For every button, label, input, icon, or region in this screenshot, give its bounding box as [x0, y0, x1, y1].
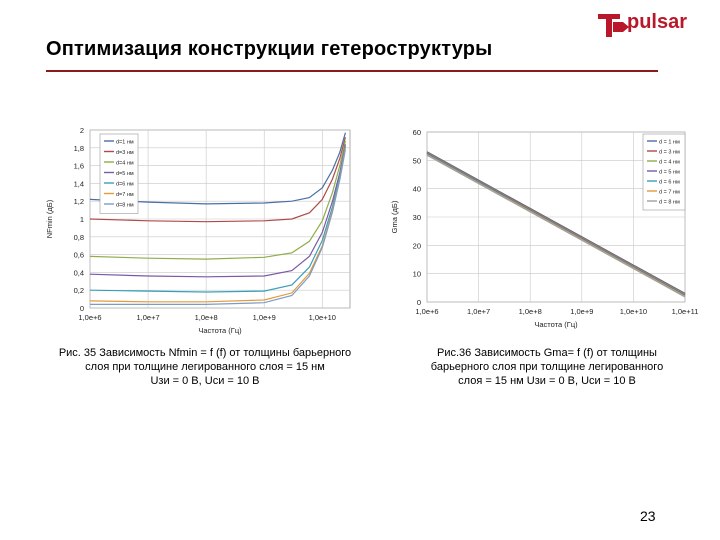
logo-mark: [598, 14, 620, 37]
legend-box: [99, 133, 139, 214]
logo-arrow: [613, 22, 629, 32]
legend-entry: d=7 нм: [116, 192, 134, 198]
series-line-4: [89, 144, 346, 278]
x-tick-label: 1,0e+10: [620, 307, 647, 316]
y-tick-label: 1,6: [74, 162, 84, 171]
y-axis-label: Gma (дБ): [390, 200, 399, 233]
x-tick-label: 1,0e+8: [195, 313, 218, 322]
caption-left-line1: Рис. 35 Зависимость Nfmin = f (f) от тол…: [58, 347, 352, 359]
series-line-3: [89, 140, 346, 260]
legend-entry: d=5 нм: [116, 171, 134, 177]
series-line-1: [89, 132, 346, 205]
pulsar-logo: [598, 14, 629, 37]
y-tick-label: 1: [80, 215, 84, 224]
legend-entry: d = 5 нм: [659, 170, 680, 176]
nfmin-chart: 0 0,2 0,4 0,6 0,8 1 1,2 1,4 1,6 1,8 2 1,0e+6 1,0e+7 1…: [45, 126, 351, 335]
y-tick-label: 10: [413, 270, 421, 279]
series-line-5: [89, 145, 346, 293]
legend-entry: d=3 нм: [116, 150, 134, 156]
y-tick-label: 0,8: [74, 233, 84, 242]
legend-entry: d = 1 нм: [659, 140, 680, 146]
y-tick-label: 2: [80, 126, 84, 135]
y-tick-label: 0,2: [74, 286, 84, 295]
y-tick-label: 50: [413, 156, 421, 165]
legend-entry: d = 8 нм: [659, 200, 680, 206]
x-tick-label: 1,0e+11: [672, 307, 699, 316]
caption-left: Рис. 35 Зависимость Nfmin = f (f) от тол…: [40, 346, 370, 388]
y-tick-label: 20: [413, 241, 421, 250]
legend-entry: d=6 нм: [116, 182, 134, 188]
caption-left-line3: Uзи = 0 В, Uси = 10 В: [150, 375, 260, 387]
x-tick-label: 1,0e+6: [78, 313, 101, 322]
legend-entry: d=8 нм: [116, 203, 134, 209]
x-tick-label: 1,0e+7: [136, 313, 159, 322]
legend-entry: d = 3 нм: [659, 150, 680, 156]
legend-entry: d=1 нм: [116, 140, 134, 146]
legend-entry: d = 6 нм: [659, 180, 680, 186]
caption-right: Рис.36 Зависимость Gma= f (f) от толщины…: [392, 346, 702, 388]
series-line-7: [426, 154, 686, 298]
x-tick-label: 1,0e+6: [415, 307, 438, 316]
x-tick-label: 1,0e+9: [570, 307, 593, 316]
series-line-7: [90, 149, 346, 305]
title-divider: [46, 70, 658, 72]
caption-right-line1: Рис.36 Зависимость Gma= f (f) от толщины: [437, 347, 657, 359]
x-axis-label: Частота (Гц): [534, 320, 578, 329]
y-tick-label: 0: [417, 298, 421, 307]
y-tick-label: 30: [413, 213, 421, 222]
y-tick-label: 1,2: [74, 197, 84, 206]
slide-title: Оптимизация конструкции гетероструктуры: [46, 38, 493, 60]
y-tick-label: 0: [80, 304, 84, 313]
series-line-2: [89, 136, 346, 223]
gma-chart: 0 10 20 30 40 50 60 1,0e+6 1,0e+7 1,0e+8 1,0e+9 1,0…: [390, 128, 698, 329]
legend-entry: d = 7 нм: [659, 190, 680, 196]
y-tick-label: 1,8: [74, 144, 84, 153]
legend-entry: d=4 нм: [116, 161, 134, 167]
y-tick-label: 1,4: [74, 179, 84, 188]
y-axis-label: NFmin (дБ): [45, 199, 54, 238]
y-tick-label: 0,6: [74, 251, 84, 260]
legend-box: [642, 133, 686, 211]
y-tick-label: 0,4: [74, 268, 84, 277]
caption-right-line3: слоя = 15 нм Uзи = 0 В, Uси = 10 В: [458, 375, 636, 387]
caption-left-line2: слоя при толщине легированного слоя = 15…: [85, 361, 325, 373]
x-tick-label: 1,0e+9: [253, 313, 276, 322]
x-tick-label: 1,0e+8: [519, 307, 542, 316]
y-tick-label: 40: [413, 185, 421, 194]
legend-entry: d = 4 нм: [659, 160, 680, 166]
y-tick-label: 60: [413, 128, 421, 137]
logo-text: pulsar: [627, 11, 688, 33]
caption-right-line2: барьерного слоя при толщине легированног…: [430, 361, 664, 373]
x-tick-label: 1,0e+10: [309, 313, 336, 322]
page-number: 23: [640, 508, 656, 524]
x-tick-label: 1,0e+7: [467, 307, 490, 316]
x-axis-label: Частота (Гц): [198, 326, 242, 335]
